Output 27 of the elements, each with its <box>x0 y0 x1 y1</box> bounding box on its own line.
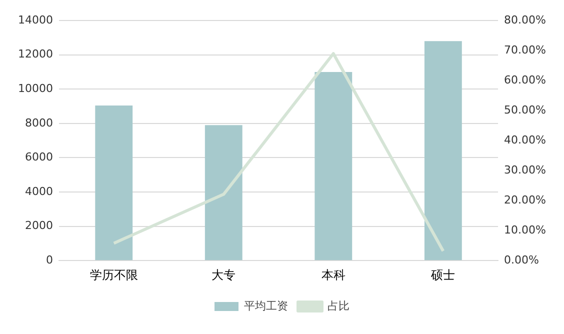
bar <box>424 41 462 260</box>
bar <box>95 105 133 260</box>
y-tick-label: 14000 <box>18 13 53 26</box>
y2-tick-label: 30.00% <box>504 163 546 176</box>
y-tick-label: 8000 <box>24 116 53 130</box>
y2-tick-label: 40.00% <box>504 133 546 146</box>
bar <box>314 72 352 260</box>
y2-tick-label: 80.00% <box>504 13 546 26</box>
bar <box>204 125 242 260</box>
x-tick-label: 大专 <box>212 268 236 282</box>
y2-tick-label: 20.00% <box>504 193 546 206</box>
x-tick-label: 学历不限 <box>90 268 138 282</box>
x-tick-label: 硕士 <box>430 268 456 282</box>
y-tick-label: 4000 <box>24 184 53 198</box>
y-tick-label: 10000 <box>18 82 53 96</box>
y-tick-label: 12000 <box>18 48 53 61</box>
y2-tick-label: 0.00% <box>504 253 540 266</box>
y2-tick-label: 70.00% <box>504 43 546 56</box>
legend-label: 占比 <box>328 299 350 312</box>
y-tick-label: 6000 <box>24 150 53 164</box>
legend-label: 平均工资 <box>244 299 288 312</box>
y2-tick-label: 10.00% <box>504 223 546 236</box>
x-tick-label: 本科 <box>321 268 346 282</box>
y-tick-label: 0 <box>46 253 53 266</box>
y-tick-label: 2000 <box>24 219 53 232</box>
y2-tick-label: 60.00% <box>504 73 546 86</box>
y2-tick-label: 50.00% <box>504 103 546 116</box>
